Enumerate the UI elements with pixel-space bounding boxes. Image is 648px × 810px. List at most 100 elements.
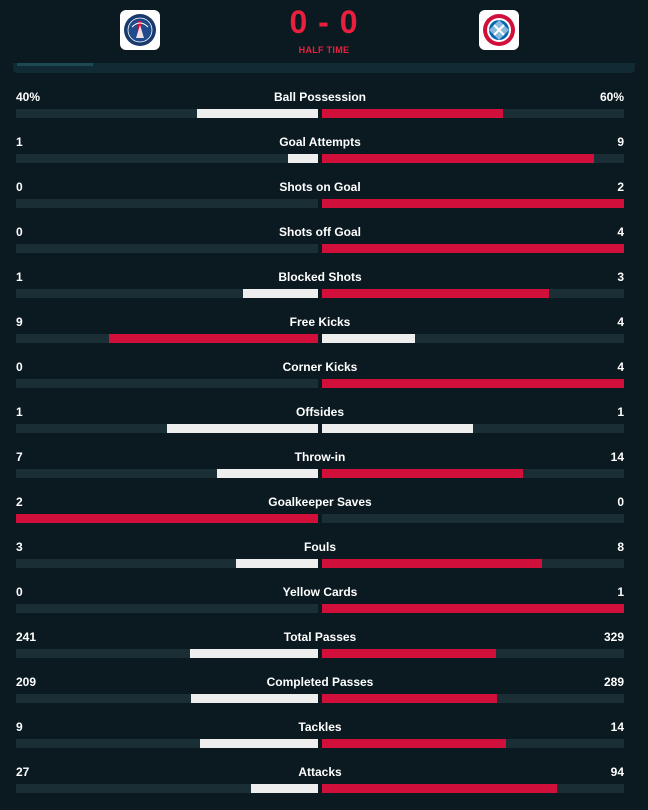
home-stat-bar xyxy=(108,334,318,343)
home-stat-value: 27 xyxy=(16,765,30,779)
home-stat-bar xyxy=(199,739,318,748)
score-separator: - xyxy=(318,4,330,40)
stat-name: Yellow Cards xyxy=(282,585,358,599)
stat-name: Total Passes xyxy=(283,630,357,644)
home-stat-track xyxy=(16,154,318,163)
away-stat-bar xyxy=(322,154,594,163)
away-stat-track xyxy=(322,244,624,253)
home-stat-value: 2 xyxy=(16,495,23,509)
away-stat-track xyxy=(322,289,624,298)
home-stat-track xyxy=(16,379,318,388)
stat-name: Tackles xyxy=(298,720,342,734)
home-stat-value: 209 xyxy=(16,675,37,689)
home-stat-track xyxy=(16,334,318,343)
away-stat-bar xyxy=(322,649,497,658)
home-team-crest[interactable] xyxy=(120,10,160,50)
away-stat-bar xyxy=(322,739,506,748)
stat-row-throw-in: 7 Throw-in 14 xyxy=(16,450,624,495)
away-stat-track xyxy=(322,649,624,658)
home-stat-bar xyxy=(242,289,318,298)
stat-row-total-passes: 241 Total Passes 329 xyxy=(16,630,624,675)
away-stat-track xyxy=(322,469,624,478)
away-score: 0 xyxy=(339,4,359,40)
away-stat-value: 9 xyxy=(617,135,624,149)
home-stat-value: 7 xyxy=(16,450,23,464)
match-header: 0 - 0 HALF TIME xyxy=(0,0,648,75)
home-stat-track xyxy=(16,244,318,253)
stat-name: Shots on Goal xyxy=(279,180,361,194)
stat-row-blocked-shots: 1 Blocked Shots 3 xyxy=(16,270,624,315)
home-stat-bar xyxy=(197,109,318,118)
away-stat-value: 4 xyxy=(617,225,624,239)
home-score: 0 xyxy=(289,4,309,40)
stat-row-free-kicks: 9 Free Kicks 4 xyxy=(16,315,624,360)
tab-bar xyxy=(13,63,635,73)
away-stat-value: 289 xyxy=(603,675,624,689)
away-stat-value: 8 xyxy=(617,540,624,554)
stat-row-corner-kicks: 0 Corner Kicks 4 xyxy=(16,360,624,405)
away-stat-value: 0 xyxy=(617,495,624,509)
stat-row-yellow-cards: 0 Yellow Cards 1 xyxy=(16,585,624,630)
away-team-crest[interactable] xyxy=(479,10,519,50)
away-stat-track xyxy=(322,109,624,118)
stat-name: Attacks xyxy=(298,765,342,779)
away-stat-bar xyxy=(322,559,542,568)
home-stat-bar xyxy=(287,154,318,163)
home-stat-track xyxy=(16,469,318,478)
home-stat-track xyxy=(16,649,318,658)
stat-name: Goal Attempts xyxy=(279,135,361,149)
stat-name: Offsides xyxy=(295,405,344,419)
home-stat-track xyxy=(16,739,318,748)
home-stat-track xyxy=(16,559,318,568)
away-stat-value: 14 xyxy=(610,720,624,734)
stat-name: Free Kicks xyxy=(289,315,351,329)
stat-name: Fouls xyxy=(304,540,336,554)
home-stat-value: 9 xyxy=(16,720,23,734)
stat-name: Ball Possession xyxy=(273,90,367,104)
away-stat-track xyxy=(322,199,624,208)
away-stat-value: 4 xyxy=(617,360,624,374)
bayern-crest-icon xyxy=(483,14,515,46)
stat-name: Corner Kicks xyxy=(282,360,358,374)
away-stat-track xyxy=(322,784,624,793)
away-stat-bar xyxy=(322,199,624,208)
away-stat-bar xyxy=(322,469,524,478)
home-stat-value: 0 xyxy=(16,360,23,374)
stat-name: Goalkeeper Saves xyxy=(268,495,372,509)
home-stat-value: 0 xyxy=(16,585,23,599)
home-stat-track xyxy=(16,199,318,208)
stat-row-shots-off-goal: 0 Shots off Goal 4 xyxy=(16,225,624,270)
stats-list: 40% Ball Possession 60% 1 Goal Attempts 9 0 Sho… xyxy=(16,90,624,810)
away-stat-bar xyxy=(322,784,557,793)
home-stat-value: 1 xyxy=(16,135,23,149)
away-stat-track xyxy=(322,424,624,433)
stat-row-completed-passes: 209 Completed Passes 289 xyxy=(16,675,624,720)
home-stat-value: 1 xyxy=(16,270,23,284)
home-stat-track xyxy=(16,424,318,433)
away-stat-bar xyxy=(322,424,473,433)
home-stat-track xyxy=(16,604,318,613)
away-stat-bar xyxy=(322,379,624,388)
away-stat-bar xyxy=(322,244,624,253)
stat-row-fouls: 3 Fouls 8 xyxy=(16,540,624,585)
home-stat-bar xyxy=(167,424,318,433)
stat-row-attacks: 27 Attacks 94 xyxy=(16,765,624,810)
match-status: HALF TIME xyxy=(298,45,350,55)
stat-row-ball-possession: 40% Ball Possession 60% xyxy=(16,90,624,135)
away-stat-value: 1 xyxy=(617,405,624,419)
home-stat-value: 0 xyxy=(16,225,23,239)
home-stat-bar xyxy=(16,514,318,523)
away-stat-track xyxy=(322,739,624,748)
away-stat-track xyxy=(322,694,624,703)
stat-row-shots-on-goal: 0 Shots on Goal 2 xyxy=(16,180,624,225)
away-stat-track xyxy=(322,604,624,613)
home-stat-value: 3 xyxy=(16,540,23,554)
away-stat-value: 14 xyxy=(610,450,624,464)
stat-name: Blocked Shots xyxy=(278,270,362,284)
away-stat-value: 60% xyxy=(599,90,624,104)
home-stat-value: 1 xyxy=(16,405,23,419)
away-stat-track xyxy=(322,559,624,568)
away-stat-value: 1 xyxy=(617,585,624,599)
away-stat-bar xyxy=(322,604,624,613)
home-stat-value: 241 xyxy=(16,630,37,644)
